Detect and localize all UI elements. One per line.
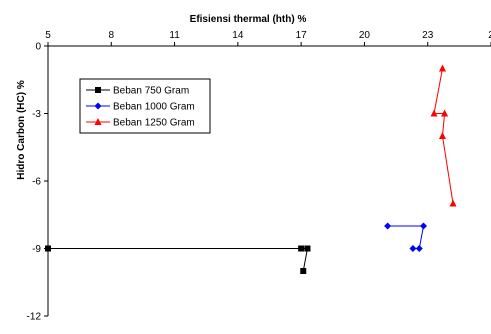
data-point (298, 245, 305, 252)
data-point (304, 245, 311, 252)
y-tick-label: -9 (32, 244, 41, 255)
x-tick-label: 14 (232, 30, 244, 41)
y-tick-label: -3 (32, 109, 41, 120)
series-1 (45, 245, 311, 274)
x-tick-label: 2 (488, 30, 491, 41)
data-point (45, 245, 51, 252)
data-point (449, 199, 457, 207)
axes: 58111417202320-3-6-9-12 (27, 30, 491, 323)
legend-item: Beban 750 Gram (86, 86, 189, 97)
data-point (384, 222, 392, 230)
data-point (415, 245, 423, 252)
y-tick-label: -12 (27, 312, 42, 323)
y-tick-label: 0 (35, 42, 41, 53)
series-layer (45, 64, 457, 274)
legend-marker (94, 118, 102, 125)
legend-marker (95, 87, 101, 93)
x-tick-label: 23 (422, 30, 434, 41)
series-line (48, 248, 309, 272)
series-3 (430, 64, 457, 207)
y-tick-label: -6 (32, 177, 41, 188)
data-point (441, 109, 449, 117)
y-axis-title: Hidro Carbon (HC) % (16, 80, 27, 180)
x-axis-title: Efisiensi thermal (hth) % (190, 14, 307, 25)
data-point (438, 132, 446, 139)
x-tick-label: 8 (109, 30, 115, 41)
series-line (387, 225, 425, 249)
data-point (300, 268, 307, 274)
legend-label: Beban 1250 Gram (113, 118, 195, 129)
data-point (409, 245, 417, 252)
legend-label: Beban 750 Gram (113, 86, 189, 97)
legend-label: Beban 1000 Gram (113, 102, 195, 113)
x-tick-label: 17 (296, 30, 308, 41)
data-point (430, 109, 438, 117)
legend: Beban 750 Gram Beban 1000 Gram Beban 1250 … (79, 78, 211, 134)
x-tick-label: 5 (45, 30, 51, 41)
x-tick-label: 11 (169, 30, 180, 41)
legend-item: Beban 1250 Gram (86, 118, 195, 129)
legend-item: Beban 1000 Gram (86, 102, 195, 113)
data-point (419, 222, 427, 230)
legend-marker (94, 102, 102, 110)
data-point (438, 64, 446, 72)
x-tick-label: 20 (359, 30, 371, 41)
series-2 (384, 222, 427, 252)
